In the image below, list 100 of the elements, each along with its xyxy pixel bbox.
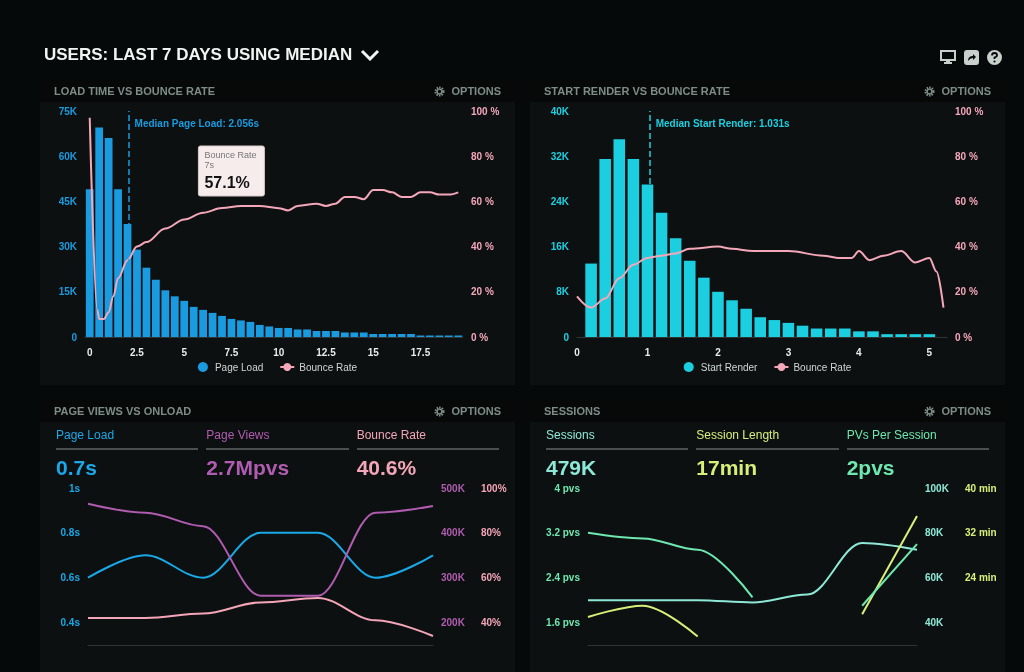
bar	[669, 238, 682, 337]
bar	[407, 333, 415, 337]
y2-tick-label: 80K	[925, 527, 945, 539]
chart-title: LOAD TIME VS BOUNCE RATE	[54, 85, 216, 97]
y2-tick-label: 100 %	[955, 105, 984, 117]
bar	[740, 308, 752, 337]
bar	[218, 315, 226, 337]
y-tick-label: 45K	[58, 195, 78, 207]
y3-tick-label: 100%	[481, 482, 507, 494]
y2-tick-label: 400K	[441, 527, 466, 539]
text: 17min	[696, 456, 759, 480]
y-tick-label: 60K	[58, 150, 78, 162]
line-series	[87, 596, 434, 638]
chart-title: SESSIONS	[544, 405, 601, 417]
text: Session Length	[696, 428, 839, 450]
text: 40.6%	[356, 456, 418, 480]
x-tick-label: 15	[367, 346, 380, 358]
y-tick-label: 0	[563, 331, 570, 343]
chart-title: START RENDER VS BOUNCE RATE	[544, 85, 730, 97]
line-series	[87, 502, 434, 597]
bar	[782, 322, 795, 337]
y-tick-label: 16K	[550, 241, 570, 253]
y3-tick-label: 32 min	[965, 527, 997, 539]
y-tick-label: 75K	[58, 105, 78, 117]
ref-line-label: Median Start Render: 1.031s	[655, 117, 791, 129]
bar	[599, 159, 611, 337]
y-tick-label: 0	[71, 331, 78, 343]
text: OPTIONS	[941, 405, 991, 417]
y-tick-label: 0.6s	[60, 572, 81, 584]
text: 2.7Mpvs	[206, 456, 291, 480]
legend-label: Start Render	[700, 361, 759, 373]
bar	[655, 212, 668, 337]
x-tick-label: 3	[785, 346, 792, 358]
bar	[627, 159, 640, 337]
y2-tick-label: 0 %	[955, 331, 973, 343]
text: Sessions	[546, 428, 689, 450]
y2-tick-label: 100 %	[471, 105, 500, 117]
bar	[698, 277, 710, 337]
bar	[303, 329, 311, 337]
y-tick-label: 0.8s	[60, 527, 81, 539]
y2-tick-label: 60 %	[471, 195, 494, 207]
x-tick-label: 2.5	[130, 346, 145, 358]
bar	[712, 291, 724, 337]
y2-tick-label: 20 %	[471, 286, 494, 298]
y2-tick-label: 80 %	[955, 150, 978, 162]
x-tick-label: 5	[181, 346, 188, 358]
bar	[613, 139, 626, 337]
bar	[237, 320, 245, 337]
x-tick-label: 0	[86, 346, 93, 358]
y3-tick-label: 40%	[481, 617, 502, 629]
y2-tick-label: 60 %	[955, 195, 978, 207]
y-tick-label: 1s	[68, 482, 81, 494]
chart-title: PAGE VIEWS VS ONLOAD	[54, 405, 192, 417]
x-tick-label: 7.5	[224, 346, 239, 358]
line-series	[576, 245, 945, 309]
bar	[322, 330, 330, 337]
legend-label: Bounce Rate	[299, 361, 358, 373]
bar	[923, 334, 936, 337]
x-tick-label: 4	[856, 346, 863, 358]
bar	[839, 328, 851, 337]
bar	[867, 331, 879, 337]
annotation: Bounce Rate 7s 57.1%	[204, 149, 257, 191]
text: OPTIONS	[451, 85, 501, 97]
text: Bounce Rate	[356, 428, 499, 450]
y-tick-label: 2.4 pvs	[546, 572, 581, 584]
y-tick-label: 40K	[550, 105, 570, 117]
ref-line-label: Median Page Load: 2.056s	[134, 117, 260, 129]
y-tick-label: 24K	[550, 195, 570, 207]
x-tick-label: 10	[273, 346, 285, 358]
y2-tick-label: 60K	[925, 572, 945, 584]
bar	[768, 320, 781, 337]
text: PVs Per Session	[846, 428, 989, 450]
y-tick-label: 3.2 pvs	[546, 527, 581, 539]
line-series	[88, 116, 460, 320]
text: Page Load	[56, 428, 199, 450]
bar	[133, 249, 141, 337]
text: 479K	[546, 456, 598, 480]
y2-tick-label: 40 %	[471, 241, 494, 253]
y3-tick-label: 60%	[481, 572, 502, 584]
y2-tick-label: 200K	[441, 617, 466, 629]
text: 0.7s	[56, 456, 98, 480]
y2-tick-label: 0 %	[471, 331, 489, 343]
y3-tick-label: 40 min	[965, 482, 997, 494]
bar	[246, 321, 255, 337]
y2-tick-label: 40 %	[955, 241, 978, 253]
bar	[909, 334, 922, 337]
bar	[293, 329, 302, 337]
y2-tick-label: 80 %	[471, 150, 494, 162]
bar	[796, 325, 809, 337]
bar	[754, 317, 767, 337]
y2-tick-label: 500K	[441, 482, 466, 494]
x-tick-label: 5	[926, 346, 933, 358]
y-tick-label: 30K	[58, 241, 78, 253]
text: Page Views	[206, 428, 349, 450]
y2-tick-label: 100K	[925, 482, 950, 494]
x-tick-label: 17.5	[410, 346, 431, 358]
y2-tick-label: 20 %	[955, 286, 978, 298]
y-tick-label: 8K	[556, 286, 570, 298]
y2-tick-label: 40K	[925, 617, 945, 629]
legend-label: Bounce Rate	[793, 361, 852, 373]
